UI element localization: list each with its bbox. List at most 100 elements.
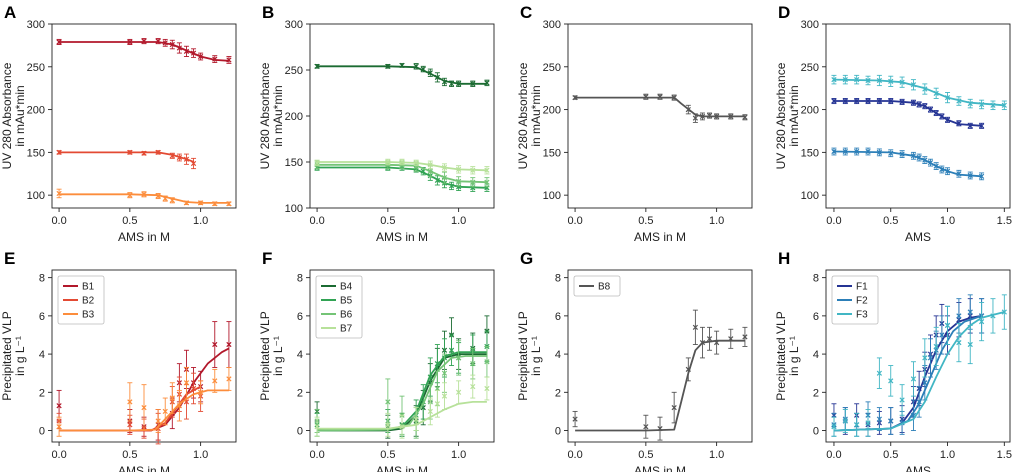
y-tick-label: 250 xyxy=(543,62,561,74)
series-f1 xyxy=(831,98,985,129)
data-point xyxy=(169,41,175,48)
legend-entry: F1 xyxy=(856,282,868,293)
series-f3 xyxy=(831,294,1007,437)
legend-entry: B5 xyxy=(340,296,353,307)
panel-label: B xyxy=(262,3,274,22)
y-tick-label: 2 xyxy=(297,387,303,399)
data-point xyxy=(127,192,133,198)
y-axis-label-unit: in mAu*min xyxy=(529,85,543,146)
data-point xyxy=(706,336,713,342)
y-tick-label: 4 xyxy=(39,349,45,361)
y-tick-label: 300 xyxy=(27,19,45,31)
legend-box xyxy=(573,275,621,297)
data-point xyxy=(956,98,962,104)
data-point xyxy=(441,164,448,171)
data-point xyxy=(385,63,391,69)
data-point xyxy=(470,81,476,87)
series-b2 xyxy=(56,149,197,170)
data-point xyxy=(692,324,699,330)
data-point xyxy=(699,113,706,120)
y-tick-label: 300 xyxy=(801,19,819,31)
data-point xyxy=(831,424,837,430)
y-tick-label: 0 xyxy=(813,426,819,438)
x-axis-label: AMS xyxy=(905,464,931,472)
data-point xyxy=(706,112,713,119)
data-point xyxy=(978,173,985,179)
data-point xyxy=(854,422,860,428)
data-point xyxy=(484,167,490,173)
plot-frame xyxy=(567,23,753,209)
y-tick-label: 150 xyxy=(801,147,819,159)
y-tick-label: 200 xyxy=(543,105,561,117)
data-point xyxy=(939,113,945,120)
data-point xyxy=(910,153,917,159)
y-tick-label: 2 xyxy=(813,387,819,399)
y-tick-label: 150 xyxy=(27,147,45,159)
data-point xyxy=(933,343,939,350)
y-axis-label: Precipitated VLP xyxy=(258,311,272,400)
y-tick-label: 0 xyxy=(297,426,303,438)
data-point xyxy=(141,38,147,44)
data-point xyxy=(865,148,871,155)
data-point xyxy=(162,40,168,46)
panel-a: A 0.0 0.5 1.0 100 150 200 250 300 AMS in M UV 280 … xyxy=(0,3,237,244)
data-point xyxy=(434,74,441,80)
data-point xyxy=(314,160,320,166)
data-point xyxy=(169,395,175,401)
data-point xyxy=(127,149,133,155)
legend-entry: B1 xyxy=(82,282,95,293)
data-point xyxy=(888,98,894,104)
data-point xyxy=(427,374,433,380)
legend-entry: F3 xyxy=(856,310,868,321)
data-point xyxy=(916,399,922,405)
x-tick-label: 0.0 xyxy=(51,449,66,461)
data-point xyxy=(990,102,996,108)
series-b3 xyxy=(56,367,232,437)
data-point xyxy=(434,361,441,367)
data-point xyxy=(226,201,232,207)
data-point xyxy=(212,378,218,384)
data-point xyxy=(888,150,894,156)
data-point xyxy=(572,94,578,101)
data-point xyxy=(899,397,905,403)
panel-b: B 0.0 0.5 1.0 100 150 200 250 300 AMS in M UV 280 … xyxy=(258,3,495,244)
data-point xyxy=(484,80,490,86)
x-axis-label: AMS in M xyxy=(376,464,428,472)
data-point xyxy=(899,79,905,85)
panel-label: D xyxy=(778,3,790,22)
data-point xyxy=(671,94,677,101)
data-point xyxy=(441,370,448,376)
data-point xyxy=(876,416,883,422)
data-point xyxy=(455,389,462,395)
data-point xyxy=(967,100,973,107)
x-tick-label: 0.5 xyxy=(883,449,898,461)
plot-frame xyxy=(51,23,237,209)
data-point xyxy=(484,359,490,365)
data-point xyxy=(967,341,973,348)
panel-c: C 0.0 0.5 1.0 100 150 200 250 300 AMS in M UV 280 … xyxy=(516,3,753,244)
data-point xyxy=(212,201,218,207)
data-point xyxy=(956,171,962,177)
series-b4 xyxy=(314,62,490,88)
y-axis-label: UV 280 Absorbance xyxy=(258,62,272,169)
x-axis-label: AMS in M xyxy=(634,464,686,472)
data-point xyxy=(643,424,649,430)
data-point xyxy=(916,154,922,161)
data-point xyxy=(956,313,962,319)
data-point xyxy=(197,200,204,206)
data-point xyxy=(888,78,894,84)
x-tick-label: 1.0 xyxy=(451,215,466,227)
data-point xyxy=(470,179,476,185)
fit-line xyxy=(575,96,745,118)
y-tick-label: 6 xyxy=(813,311,819,323)
data-point xyxy=(455,81,462,87)
data-point xyxy=(127,399,133,405)
data-point xyxy=(927,355,934,361)
data-point xyxy=(927,160,934,166)
data-point xyxy=(427,70,433,76)
data-point xyxy=(842,148,848,155)
data-point xyxy=(933,163,939,169)
data-point xyxy=(399,159,405,165)
x-tick-label: 0.0 xyxy=(51,215,66,227)
